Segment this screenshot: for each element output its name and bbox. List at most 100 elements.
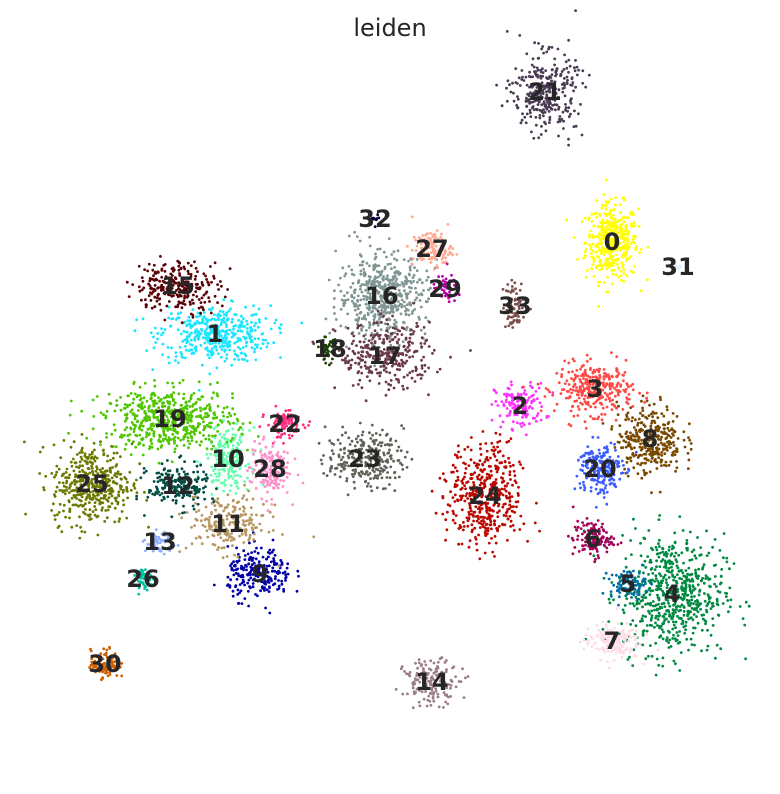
scatter-point [677,593,680,597]
scatter-point [585,523,589,526]
scatter-point [591,233,594,237]
scatter-point [702,613,706,617]
scatter-point [377,371,381,375]
scatter-point [220,321,223,325]
scatter-point [604,229,608,233]
scatter-point [389,278,393,282]
scatter-point [189,326,193,329]
scatter-point [411,369,414,373]
scatter-point [373,329,377,332]
scatter-point [267,576,271,579]
scatter-point [695,603,698,606]
scatter-point [715,643,719,647]
scatter-point [420,373,424,377]
scatter-point [425,269,429,273]
scatter-point [608,641,612,645]
scatter-point [637,225,641,228]
scatter-point [603,640,607,644]
scatter-point [620,622,624,626]
scatter-point [201,363,204,367]
scatter-point [403,282,407,286]
scatter-point [642,662,646,666]
scatter-point [704,620,708,623]
scatter-point [252,313,256,317]
scatter-point [231,444,235,447]
scatter-point [426,698,430,702]
scatter-point [593,641,596,645]
scatter-point [582,638,586,642]
scatter-point [385,255,388,259]
scatter-point [580,220,584,224]
cluster-10-points [195,418,265,496]
scatter-point [653,608,656,612]
scatter-point [623,215,627,219]
scatter-point [229,474,233,478]
scatter-point [515,395,519,399]
scatter-point [624,557,628,560]
scatter-point [176,483,180,487]
scatter-point [604,623,608,626]
scatter-point [239,329,242,333]
scatter-point [221,341,225,344]
scatter-point [228,523,231,526]
scatter-point [413,298,417,302]
scatter-point [625,633,629,637]
scatter-point [234,455,238,458]
scatter-point [628,650,632,654]
scatter-point [591,637,594,641]
scatter-point [230,568,234,572]
scatter-point [675,598,678,602]
scatter-point [597,392,600,396]
scatter-point [171,498,175,502]
scatter-point [187,486,191,489]
scatter-point [618,591,622,594]
scatter-point [207,519,211,523]
scatter-point [664,566,668,569]
scatter-point [616,622,620,626]
scatter-point [644,596,648,599]
scatter-point [431,696,435,700]
scatter-point [682,561,685,565]
scatter-point [188,319,192,323]
scatter-point [644,603,647,606]
scatter-point [683,574,687,578]
scatter-point [645,396,648,400]
scatter-point [403,670,406,673]
scatter-point [233,527,237,531]
scatter-point [517,410,520,414]
scatter-point [610,581,614,584]
scatter-point [158,475,162,479]
scatter-point [235,459,239,463]
scatter-point [242,494,246,498]
scatter-point [611,214,615,217]
scatter-point [251,497,255,501]
scatter-point [373,315,377,319]
scatter-point [391,275,395,279]
scatter-point [689,447,693,451]
scatter-point [360,386,364,390]
scatter-point [214,323,217,327]
scatter-point [191,504,195,508]
scatter-point [238,455,242,459]
scatter-point [646,555,650,558]
scatter-point [602,535,605,539]
scatter-point [262,571,265,575]
scatter-point [402,321,406,325]
scatter-point [412,279,415,283]
scatter-point [425,338,429,342]
scatter-point [654,577,658,580]
scatter-point [690,606,694,610]
scatter-point [571,385,575,389]
scatter-point [201,317,205,321]
scatter-point [160,267,164,271]
scatter-point [262,567,266,571]
scatter-point [660,412,664,415]
scatter-point [218,532,222,536]
scatter-point [350,342,354,345]
scatter-point [389,332,393,336]
scatter-point [214,525,218,529]
scatter-point [621,263,625,267]
scatter-point [601,627,605,631]
scatter-point [621,234,625,238]
scatter-point [682,438,686,442]
